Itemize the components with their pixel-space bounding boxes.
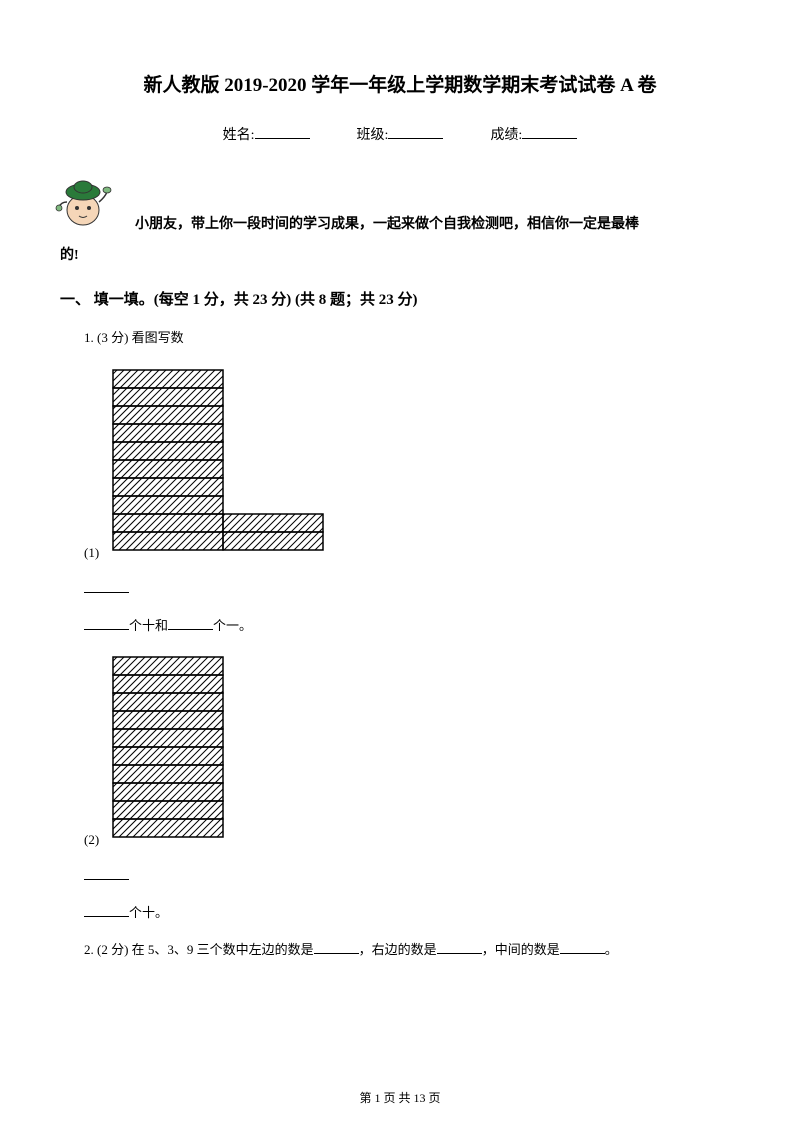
question-1: 1. (3 分) 看图写数 xyxy=(84,327,740,349)
intro-row: 小朋友，带上你一段时间的学习成果，一起来做个自我检测吧，相信你一定是最棒 xyxy=(60,172,740,236)
figure-2 xyxy=(108,652,740,852)
page-footer: 第 1 页 共 13 页 xyxy=(0,1089,800,1106)
class-blank xyxy=(388,123,443,139)
student-info-line: 姓名: 班级: 成绩: xyxy=(60,123,740,144)
q1-sub2-blank-line xyxy=(84,866,740,884)
section-1-header: 一、 填一填。(每空 1 分，共 23 分) (共 8 题；共 23 分) xyxy=(60,288,740,309)
name-blank xyxy=(255,123,310,139)
page-title: 新人教版 2019-2020 学年一年级上学期数学期末考试试卷 A 卷 xyxy=(60,70,740,97)
score-label: 成绩: xyxy=(490,128,522,143)
score-blank xyxy=(522,123,577,139)
figure-1 xyxy=(108,365,740,565)
q1-sub1-blank-line xyxy=(84,579,740,597)
class-label: 班级: xyxy=(357,128,389,143)
name-label: 姓名: xyxy=(223,128,255,143)
intro-text-2: 的! xyxy=(60,244,740,264)
q1-sub2-answer: 个十。 xyxy=(84,902,740,921)
q1-sub1-answer: 个十和个一。 xyxy=(84,615,740,634)
cartoon-icon xyxy=(55,172,115,232)
question-2: 2. (2 分) 在 5、3、9 三个数中左边的数是，右边的数是，中间的数是。 xyxy=(84,939,740,961)
intro-text-1: 小朋友，带上你一段时间的学习成果，一起来做个自我检测吧，相信你一定是最棒 xyxy=(135,172,639,236)
